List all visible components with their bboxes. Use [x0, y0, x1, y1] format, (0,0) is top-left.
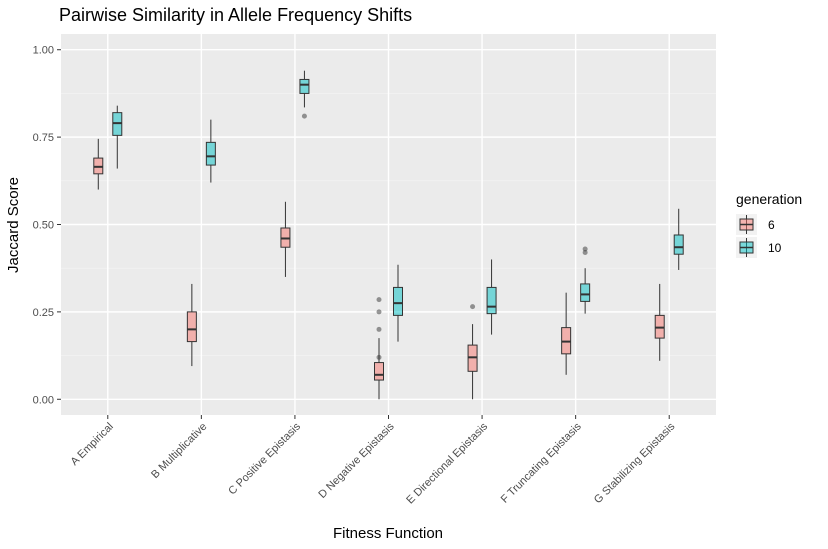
box-group: [374, 297, 384, 400]
x-tick-label: C Positive Epistasis: [226, 420, 303, 497]
outlier-point: [582, 246, 588, 252]
box-group: [580, 246, 591, 314]
grid-lines: [61, 34, 716, 415]
y-axis-title: Jaccard Score: [5, 177, 22, 273]
box-group: [654, 283, 665, 361]
y-tick-label: 0.75: [33, 132, 54, 144]
outlier-point: [376, 297, 382, 303]
box-group: [561, 292, 572, 375]
y-tick-label: 0.25: [33, 307, 54, 319]
outlier-point: [301, 113, 307, 119]
box-group: [112, 105, 123, 169]
x-axis: A Empirical B Multiplicative C Positive Ep…: [69, 415, 678, 507]
x-tick-label: F Truncating Epistasis: [499, 420, 584, 505]
outlier-point: [376, 309, 382, 315]
x-axis-title: Fitness Function: [333, 525, 443, 542]
box-iqr: [299, 78, 310, 94]
box-group: [205, 119, 216, 183]
box-iqr: [580, 283, 591, 302]
box-iqr: [374, 362, 384, 381]
box-iqr: [205, 141, 216, 166]
x-tick-label: G Stabilizing Epistasis: [592, 420, 678, 506]
box-iqr: [186, 311, 197, 343]
outlier-point: [470, 304, 476, 310]
legend: generation 6 10: [736, 191, 802, 258]
box-group: [673, 208, 684, 270]
y-axis: 0.00 0.25 0.50 0.75 1.00: [33, 45, 61, 406]
box-iqr: [673, 234, 684, 255]
x-tick-label: D Negative Epistasis: [316, 420, 397, 501]
x-tick-label: A Empirical: [69, 421, 116, 468]
legend-label: 6: [768, 218, 775, 232]
legend-title: generation: [736, 191, 802, 207]
box-group: [280, 201, 291, 277]
legend-label: 10: [768, 241, 782, 255]
boxplot-layer: [93, 70, 684, 400]
box-group: [486, 259, 497, 335]
box-iqr: [486, 286, 497, 315]
box-group: [299, 70, 310, 119]
y-tick-label: 1.00: [33, 45, 54, 57]
chart-title: Pairwise Similarity in Allele Frequency …: [59, 5, 412, 25]
y-tick-label: 0.00: [33, 394, 54, 406]
outlier-point: [582, 249, 588, 255]
box-group: [93, 138, 104, 190]
x-tick-label: E Directional Epistasis: [404, 420, 490, 506]
x-tick-label: B Multiplicative: [149, 421, 209, 481]
box-group: [393, 264, 403, 342]
outlier-point: [376, 354, 382, 360]
box-iqr: [393, 286, 403, 316]
y-tick-label: 0.50: [33, 220, 54, 232]
outlier-point: [376, 326, 382, 332]
box-group: [186, 283, 197, 367]
box-group: [467, 304, 478, 400]
